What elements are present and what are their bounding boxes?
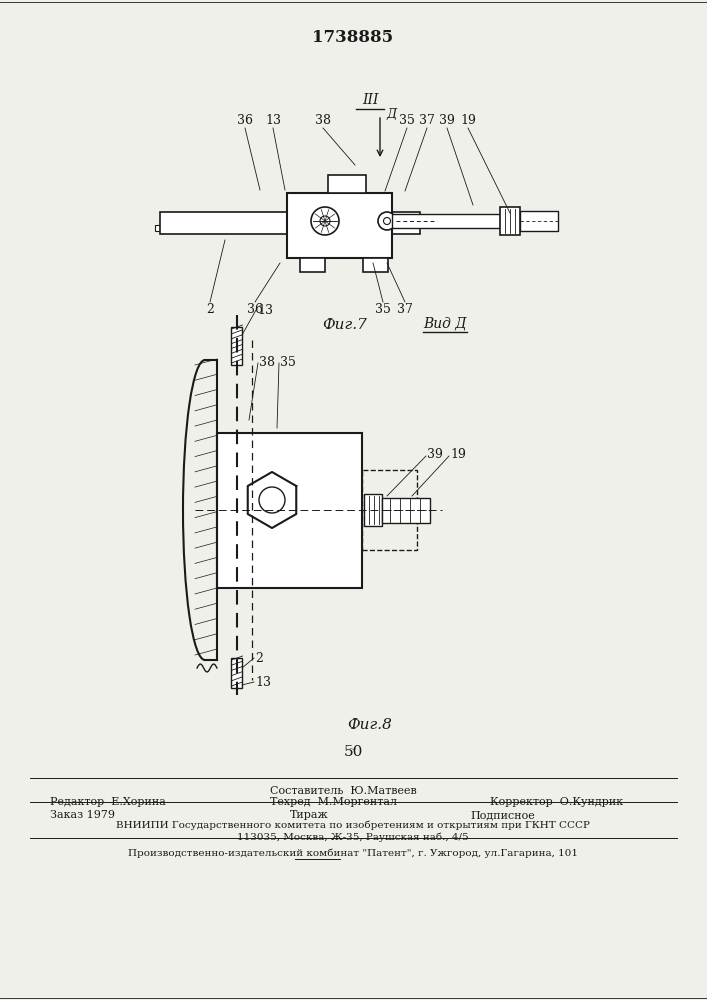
Text: 37: 37 bbox=[419, 114, 435, 127]
Text: Фиг.8: Фиг.8 bbox=[348, 718, 392, 732]
Bar bbox=[160, 212, 420, 234]
Text: 113035, Москва, Ж-35, Раушская наб., 4/5: 113035, Москва, Ж-35, Раушская наб., 4/5 bbox=[237, 832, 469, 842]
Bar bbox=[217, 432, 362, 587]
Circle shape bbox=[378, 212, 396, 230]
Text: 36: 36 bbox=[247, 303, 263, 316]
Text: Корректор  О.Кундрик: Корректор О.Кундрик bbox=[490, 797, 623, 807]
Bar bbox=[328, 174, 366, 192]
Text: 50: 50 bbox=[344, 745, 363, 759]
Text: Техред  М.Моргентал: Техред М.Моргентал bbox=[270, 797, 397, 807]
Text: III: III bbox=[362, 93, 378, 107]
Bar bbox=[231, 658, 243, 688]
Text: ~: ~ bbox=[349, 745, 358, 755]
Bar bbox=[231, 327, 243, 365]
Text: 19: 19 bbox=[460, 114, 476, 127]
Text: Подписное: Подписное bbox=[470, 810, 534, 820]
Text: Фиг.7: Фиг.7 bbox=[322, 318, 368, 332]
Text: Заказ 1979: Заказ 1979 bbox=[50, 810, 115, 820]
Text: 35: 35 bbox=[280, 356, 296, 368]
Bar bbox=[160, 224, 250, 232]
Circle shape bbox=[311, 207, 339, 235]
Bar bbox=[362, 470, 417, 550]
Bar bbox=[363, 257, 388, 271]
Text: 35: 35 bbox=[399, 114, 415, 127]
Bar bbox=[364, 494, 382, 526]
Bar bbox=[155, 225, 160, 231]
Text: 13: 13 bbox=[265, 114, 281, 127]
Bar bbox=[287, 192, 392, 257]
Text: 38: 38 bbox=[259, 356, 275, 368]
Text: 39: 39 bbox=[439, 114, 455, 127]
Text: Редактор  Е.Хорина: Редактор Е.Хорина bbox=[50, 797, 166, 807]
Text: Составитель  Ю.Матвеев: Составитель Ю.Матвеев bbox=[270, 786, 416, 796]
Text: 1738885: 1738885 bbox=[312, 28, 394, 45]
Bar bbox=[392, 214, 500, 228]
Text: Д: Д bbox=[386, 108, 396, 121]
Text: Производственно-издательский комбинат "Патент", г. Ужгород, ул.Гагарина, 101: Производственно-издательский комбинат "П… bbox=[128, 848, 578, 857]
Text: 39: 39 bbox=[427, 448, 443, 462]
Text: 13: 13 bbox=[255, 676, 271, 688]
Text: 38: 38 bbox=[315, 114, 331, 127]
Bar bbox=[300, 257, 325, 271]
Text: 13: 13 bbox=[257, 304, 273, 316]
Text: Вид Д: Вид Д bbox=[423, 316, 467, 330]
Text: 19: 19 bbox=[450, 448, 466, 462]
Bar bbox=[520, 211, 558, 231]
Text: 36: 36 bbox=[237, 114, 253, 127]
Bar bbox=[382, 497, 430, 522]
Text: 2: 2 bbox=[255, 652, 263, 664]
Text: 35: 35 bbox=[375, 303, 391, 316]
Text: 37: 37 bbox=[397, 303, 413, 316]
Text: 2: 2 bbox=[206, 303, 214, 316]
Bar bbox=[500, 207, 520, 235]
Text: Тираж: Тираж bbox=[290, 810, 329, 820]
Text: ВНИИПИ Государственного комитета по изобретениям и открытиям при ГКНТ СССР: ВНИИПИ Государственного комитета по изоб… bbox=[116, 821, 590, 830]
